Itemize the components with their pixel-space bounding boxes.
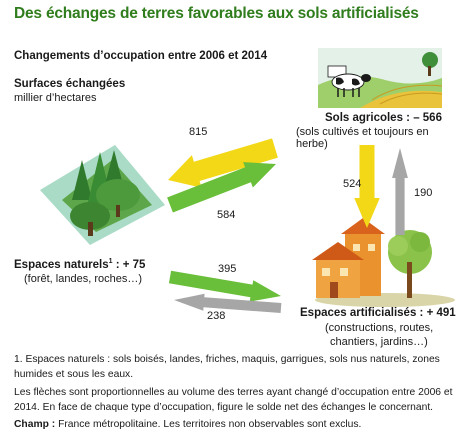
flow-value-agricole-to-naturel: 815 (189, 126, 208, 138)
node-desc-artificiel-2: chantiers, jardins…) (330, 336, 428, 348)
footnote-method: Les flèches sont proportionnelles au vol… (14, 387, 453, 413)
flow-value-naturel-to-agricole: 584 (217, 209, 236, 221)
flow-arrow-artificiel-to-naturel (174, 293, 282, 313)
flow-arrow-agricole-to-artificiel (354, 145, 380, 228)
footnote-marker: 1 (108, 258, 113, 265)
farm-illustration (318, 48, 443, 108)
flow-value-agricole-to-artificiel: 524 (343, 178, 362, 190)
flow-arrow-naturel-to-agricole (167, 162, 276, 213)
flow-arrows (167, 138, 408, 313)
flow-arrow-agricole-to-naturel (168, 138, 278, 188)
footnote-1: 1. Espaces naturels : sols boisés, lande… (14, 354, 440, 380)
node-title-artificiel: Espaces artificialisés : + 491 (300, 307, 456, 319)
node-title-agricole: Sols agricoles : – 566 (325, 112, 442, 124)
node-desc-naturel: (forêt, landes, roches…) (24, 273, 142, 285)
unit-heading: Surfaces échangées (14, 78, 126, 90)
diagram-subtitle: Changements d’occupation entre 2006 et 2… (14, 50, 268, 62)
flow-value-artificiel-to-agricole: 190 (414, 187, 433, 199)
footnote-scope: Champ : France métropolitaine. Les terri… (14, 419, 362, 430)
unit-label: millier d’hectares (14, 92, 97, 104)
node-desc-artificiel-1: (constructions, routes, (325, 322, 434, 334)
flow-arrow-artificiel-to-agricole (392, 148, 408, 235)
node-title-naturel: Espaces naturels1 : + 75 (14, 258, 146, 271)
flow-value-naturel-to-artificiel: 395 (218, 263, 237, 275)
node-desc-agricole: (sols cultivés et toujours en herbe) (296, 126, 429, 150)
flow-value-artificiel-to-naturel: 238 (207, 310, 226, 322)
houses-illustration (312, 218, 455, 307)
page-title: Des échanges de terres favorables aux so… (14, 5, 419, 22)
forest-illustration (40, 145, 165, 245)
flow-arrow-naturel-to-artificiel (168, 270, 281, 302)
